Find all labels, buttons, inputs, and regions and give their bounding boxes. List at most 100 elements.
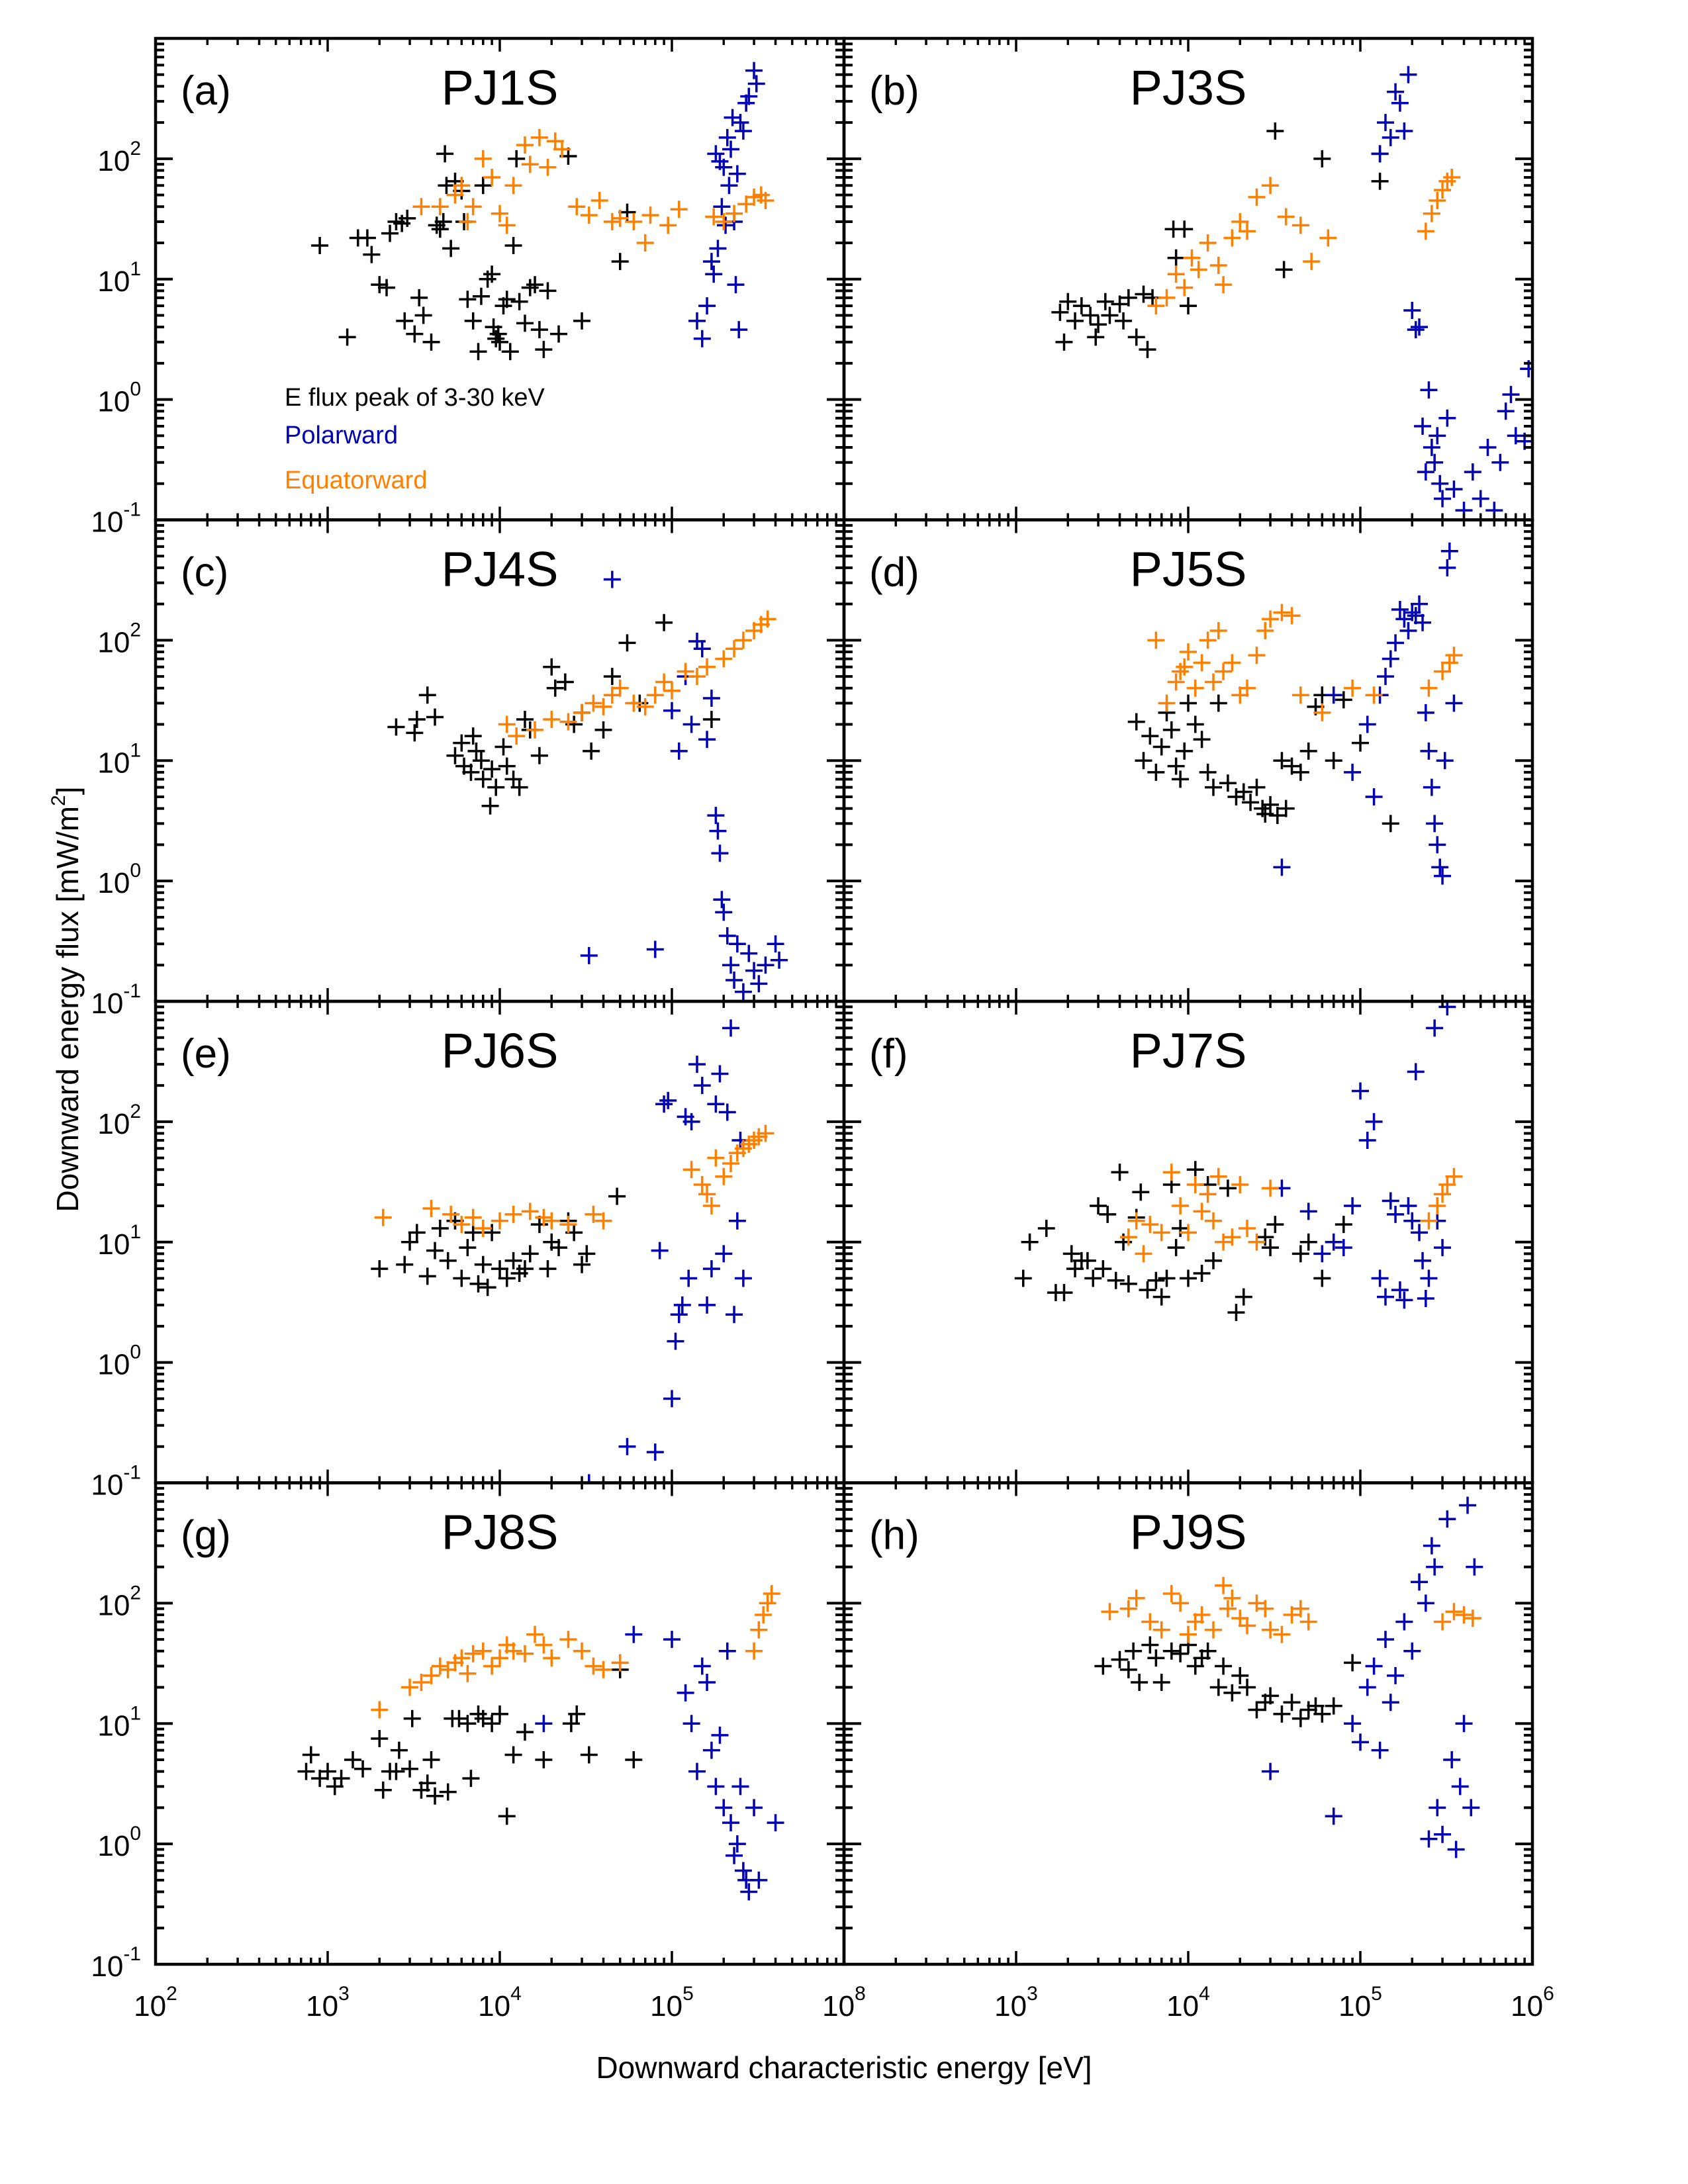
data-point: [745, 62, 763, 79]
data-point: [1403, 604, 1421, 621]
data-point: [1127, 713, 1145, 731]
data-point: [659, 1091, 677, 1109]
data-point: [487, 330, 505, 347]
data-point: [371, 276, 389, 294]
y-tick-exponent: -1: [123, 499, 141, 521]
x-tick-exponent: 4: [1199, 1983, 1210, 2005]
data-point: [1371, 1741, 1389, 1759]
data-point: [1358, 715, 1376, 733]
panel-d-marks: [1127, 542, 1463, 885]
y-tick-label: 10-1: [91, 499, 141, 539]
data-point: [559, 713, 577, 731]
data-point: [693, 640, 711, 658]
data-point: [717, 216, 735, 234]
data-point: [1152, 1224, 1170, 1242]
data-point: [1382, 815, 1399, 833]
panel-a-marks: [311, 62, 774, 361]
data-point: [302, 1746, 320, 1764]
data-point: [426, 708, 444, 726]
panel-label: (d): [869, 550, 919, 596]
data-point: [530, 1216, 548, 1234]
data-point: [516, 1645, 534, 1662]
data-point: [625, 1625, 643, 1643]
panel-f: (f) PJ7S: [869, 1023, 1246, 1078]
x-tick-base: 10: [306, 1990, 338, 2023]
series-peak: [1051, 122, 1389, 359]
x-tick-exponent: 5: [1371, 1983, 1382, 2005]
data-point: [474, 1220, 492, 1238]
data-point: [1223, 229, 1241, 247]
data-point: [1411, 1224, 1429, 1242]
data-point: [655, 614, 673, 631]
data-point: [707, 1778, 725, 1796]
data-point: [1139, 341, 1156, 359]
data-point: [469, 1705, 487, 1723]
data-point: [550, 325, 568, 343]
data-point: [543, 1649, 561, 1667]
data-point: [491, 1212, 508, 1230]
data-point: [698, 1185, 716, 1203]
data-point: [715, 1799, 733, 1817]
data-point: [483, 1715, 501, 1733]
data-point: [539, 1260, 557, 1278]
data-point: [707, 1149, 725, 1167]
data-point: [526, 1625, 544, 1643]
data-point: [1172, 662, 1190, 680]
data-point: [469, 343, 487, 361]
data-point: [1262, 177, 1280, 195]
data-point: [709, 822, 727, 840]
data-point: [1382, 1694, 1399, 1711]
data-point: [1215, 662, 1233, 680]
data-point: [713, 198, 731, 216]
data-point: [1440, 654, 1458, 672]
data-point: [374, 1781, 392, 1799]
data-point: [530, 747, 548, 764]
data-point: [1382, 1192, 1399, 1210]
data-point: [464, 1645, 482, 1662]
data-point: [319, 1762, 336, 1780]
x-tick-base: 10: [650, 1990, 682, 2023]
data-point: [728, 165, 746, 183]
data-point: [722, 1814, 740, 1832]
y-tick-label: 10-1: [91, 980, 141, 1020]
data-point: [583, 742, 600, 760]
data-point: [483, 760, 501, 778]
data-point: [1215, 1576, 1233, 1594]
data-point: [1119, 1275, 1137, 1293]
data-point: [698, 1673, 716, 1691]
data-point: [1376, 114, 1394, 132]
data-point: [1423, 778, 1440, 796]
data-point: [715, 903, 733, 921]
data-point: [1162, 1584, 1180, 1602]
data-point: [1209, 1167, 1227, 1185]
data-point: [1387, 634, 1405, 652]
data-point: [1382, 128, 1399, 146]
data-point: [580, 206, 598, 224]
x-tick-label: 104: [478, 1983, 522, 2023]
data-point: [580, 1746, 598, 1764]
data-point: [418, 686, 436, 704]
data-point: [1204, 1621, 1222, 1639]
data-point: [594, 1661, 612, 1678]
data-point: [464, 1224, 482, 1242]
data-point: [516, 710, 534, 728]
data-point: [1395, 1613, 1413, 1631]
data-point: [1066, 312, 1084, 330]
data-point: [1387, 83, 1405, 101]
y-tick-exponent: 1: [130, 258, 141, 280]
data-point: [491, 333, 508, 351]
data-point: [539, 282, 557, 300]
series-equatorward: [412, 128, 774, 251]
data-point: [1429, 427, 1446, 445]
data-point: [728, 1835, 746, 1853]
panel-label: (a): [181, 68, 231, 114]
data-point: [1223, 1589, 1241, 1607]
data-point: [1062, 1245, 1080, 1263]
data-point: [498, 291, 516, 308]
panel-c-marks: [387, 570, 788, 1001]
data-point: [1248, 778, 1266, 796]
data-point: [1352, 1082, 1369, 1100]
data-point: [1199, 1642, 1217, 1660]
series-equatorward: [1147, 169, 1461, 315]
